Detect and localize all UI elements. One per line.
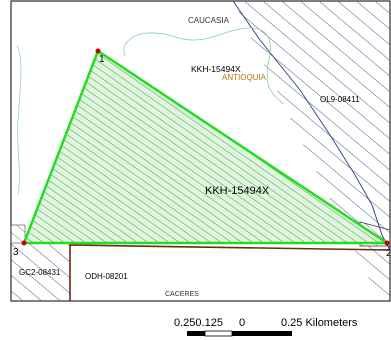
parcel-gc2[interactable] — [11, 243, 70, 301]
contour-line-top — [123, 27, 285, 105]
vertex-marker-2[interactable] — [384, 240, 390, 246]
vertex-label-1: 1 — [99, 54, 105, 65]
scale-bar: 0.250.125 0 0.25 Kilometers — [174, 317, 358, 337]
scale-segment-2 — [204, 330, 233, 337]
label-ol9: OL9-08411 — [320, 95, 360, 104]
scale-segment-1 — [187, 331, 205, 336]
label-odh: ODH-08201 — [85, 272, 128, 281]
vertex-label-3: 3 — [13, 247, 19, 258]
parcel-kkh-15494x-hatch — [24, 51, 387, 243]
vertex-marker-3[interactable] — [21, 240, 27, 246]
parcel-kkh-15494x-border — [22, 49, 389, 245]
scale-label-right: 0.25 Kilometers — [281, 317, 358, 329]
label-caceres: CACERES — [165, 291, 199, 298]
label-caucasia: CAUCASIA — [188, 16, 230, 25]
contour-line-left — [16, 44, 22, 196]
parcel-small-left — [11, 224, 26, 244]
scale-label-left: 0.250.125 — [174, 317, 223, 329]
parcel-odh-border[interactable] — [69, 244, 390, 301]
label-gc2: GC2-08431 — [19, 268, 61, 277]
label-kkh-main: KKH-15494X — [205, 185, 270, 197]
scale-label-zero: 0 — [239, 317, 245, 329]
vertex-label-2: 2 — [386, 248, 391, 259]
vertex-marker-1[interactable] — [95, 48, 101, 54]
scale-segment-3 — [232, 331, 292, 336]
label-kkh-small: KKH-15494X — [191, 64, 241, 74]
label-antioquia: ANTIOQUIA — [222, 73, 267, 82]
